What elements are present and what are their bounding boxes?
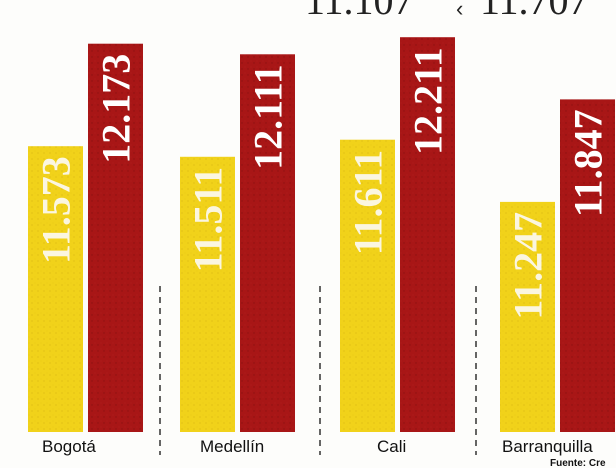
bar-cali-series-2 <box>400 37 455 433</box>
source-note: Fuente: Cre <box>550 458 606 468</box>
top-arrow-mark: ‹ <box>456 0 463 21</box>
category-label-barranquilla: Barranquilla <box>502 437 593 456</box>
top-value-2: 11.707 <box>480 0 589 23</box>
value-label-barranquilla-series-2: 11.847 <box>566 109 611 217</box>
category-label-cali: Cali <box>377 437 406 456</box>
value-label-cali-series-1: 11.611 <box>346 150 391 256</box>
bar-medellin-series-1 <box>180 156 235 432</box>
top-value-1: 11.107 <box>305 0 414 23</box>
bar-barranquilla-series-2 <box>560 99 615 432</box>
value-label-cali-series-2: 12.211 <box>406 47 451 155</box>
category-label-bogota: Bogotá <box>42 437 96 456</box>
bar-medellin-series-2 <box>240 54 295 432</box>
bar-bogota-series-2 <box>88 43 143 433</box>
value-labels-group: 11.573 12.173 11.511 12.111 11.611 12.211 11.2… <box>34 47 611 319</box>
bar-bogota-series-1 <box>28 146 83 432</box>
bar-barranquilla-series-1 <box>500 201 555 432</box>
value-label-medellin-series-1: 11.511 <box>186 167 231 273</box>
value-label-barranquilla-series-1: 11.247 <box>506 212 551 320</box>
category-label-medellin: Medellín <box>200 437 264 456</box>
value-label-medellin-series-2: 12.111 <box>246 64 291 170</box>
bar-cali-series-1 <box>340 139 395 432</box>
value-label-bogota-series-1: 11.573 <box>34 156 79 264</box>
value-label-bogota-series-2: 12.173 <box>94 54 139 164</box>
bars-group <box>28 37 615 433</box>
